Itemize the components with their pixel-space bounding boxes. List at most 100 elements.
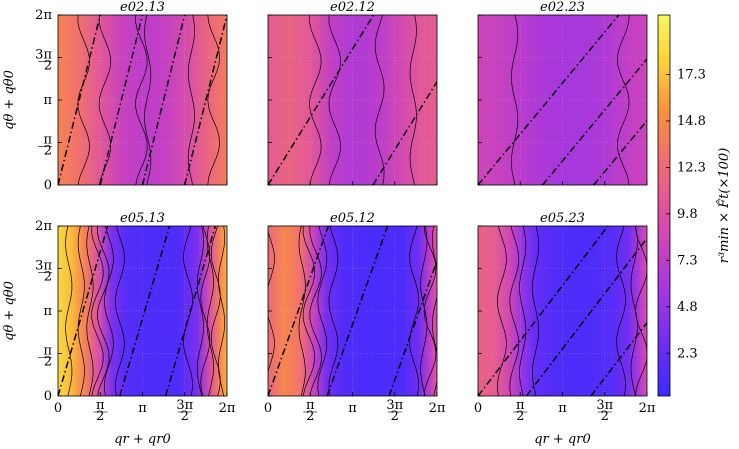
x-tick-label: 0 <box>474 401 482 416</box>
x-axis-label: qr + qr0 <box>534 432 591 447</box>
contour-line <box>77 15 90 185</box>
panel-title: e05.12 <box>330 211 375 226</box>
panel-title: e05.13 <box>120 211 165 226</box>
y-tick-label: 3π 2 <box>35 259 52 285</box>
x-tick-label: π <box>138 401 147 416</box>
contour-line <box>115 226 125 396</box>
colorbar-scale <box>657 14 671 397</box>
heatmap-field <box>268 226 437 396</box>
contour-line <box>509 226 520 396</box>
resonance-line <box>268 15 375 185</box>
contour-line <box>519 226 527 396</box>
contour-line <box>409 15 417 185</box>
contour-line <box>317 226 328 396</box>
contour-line <box>144 15 152 185</box>
x-tick-label: 3π 2 <box>176 398 193 424</box>
contour-line <box>423 226 437 396</box>
contour-line <box>206 226 214 396</box>
heatmap-field <box>58 226 227 396</box>
colorbar-label: r³min × F̂t(×100) <box>716 148 732 264</box>
resonance-line <box>58 15 101 185</box>
contour-line <box>328 226 339 396</box>
heatmap-field <box>478 15 647 185</box>
x-tick-label: 3π 2 <box>386 398 403 424</box>
contour-line <box>135 15 148 185</box>
heatmap-field <box>268 15 437 185</box>
contour-line <box>431 226 437 396</box>
contour-line <box>497 226 507 396</box>
y-axis-label: qθ + qθ0 <box>2 70 17 130</box>
panel-e05.13: e05.13 0 π 2 π 3π 2 2π qθ + qθ0 0 π 2 π 3π 2 2π <box>2 211 236 424</box>
contour-line <box>420 226 428 396</box>
resonance-line <box>268 226 330 396</box>
y-tick-label: 2π <box>35 219 52 234</box>
contour-line <box>635 226 647 396</box>
panel-title: e02.13 <box>120 0 165 15</box>
contour-line <box>77 226 85 396</box>
contour-line <box>196 226 204 396</box>
colorbar-tick-label: 12.3 <box>677 160 706 175</box>
y-axis-label: qθ + qθ0 <box>2 281 17 341</box>
x-tick-label: π <box>348 401 357 416</box>
colorbar-tick-label: 17.3 <box>677 67 706 82</box>
contour-line <box>309 226 322 396</box>
contour-line <box>302 226 315 396</box>
contour-line <box>218 226 226 396</box>
colorbar-tick-label: 14.8 <box>677 114 706 129</box>
contour-line <box>200 226 211 396</box>
y-tick-label: 0 <box>44 389 52 404</box>
y-tick-label: π <box>43 304 52 319</box>
x-tick-label: 0 <box>264 401 272 416</box>
contour-line <box>104 226 114 396</box>
contour-line <box>532 226 540 396</box>
panel-e05.23: e05.23 0 π 2 π 3π 2 2π <box>474 211 656 424</box>
contour-line <box>187 15 195 185</box>
contour-line <box>617 15 630 185</box>
panel-title: e05.23 <box>540 211 585 226</box>
panel-e05.12: e05.12 0 π 2 π 3π 2 2π <box>264 211 446 424</box>
resonance-line <box>478 226 609 396</box>
x-axis-label: qr + qr0 <box>114 432 171 447</box>
contour-line <box>616 226 626 396</box>
resonance-line <box>184 15 227 185</box>
resonance-line <box>119 226 171 396</box>
resonance-line <box>372 80 437 185</box>
colorbar: qr + qr0 qr + qr0 2.3 4.8 7.3 9.8 12.3 14.8 17.3… <box>114 14 732 447</box>
resonance-line <box>164 226 217 396</box>
contour-line <box>207 15 220 185</box>
x-tick-label: 2π <box>429 401 446 416</box>
panel-e02.13: e02.13 0 π 2 π 3π 2 2π qθ + qθ0 <box>2 0 228 193</box>
contour-line <box>374 15 385 185</box>
contour-line <box>268 230 275 373</box>
panel-e02.12: e02.12 <box>267 0 438 186</box>
resonance-line <box>58 226 109 396</box>
colorbar-tick-label: 7.3 <box>677 253 698 268</box>
y-tick-label: π <box>43 93 52 108</box>
y-tick-label: 3π 2 <box>35 48 52 74</box>
colorbar-tick-label: 9.8 <box>677 207 698 222</box>
contour-line <box>97 226 110 396</box>
contour-line <box>328 15 341 185</box>
y-tick-label: 2π <box>35 8 52 23</box>
x-tick-label: 3π 2 <box>596 398 613 424</box>
contour-line <box>298 226 306 396</box>
contour-line <box>511 15 519 185</box>
resonance-line <box>590 321 647 396</box>
resonance-line <box>141 15 186 185</box>
y-tick-label: 0 <box>44 178 52 193</box>
panel-e02.23: e02.23 <box>477 0 648 186</box>
resonance-line <box>326 226 389 396</box>
resonance-line <box>99 15 144 185</box>
colorbar-tick-label: 4.8 <box>677 300 698 315</box>
resonance-line <box>388 258 437 396</box>
contour-line <box>409 226 419 396</box>
x-tick-label: 2π <box>219 401 236 416</box>
contour-line <box>309 15 322 185</box>
